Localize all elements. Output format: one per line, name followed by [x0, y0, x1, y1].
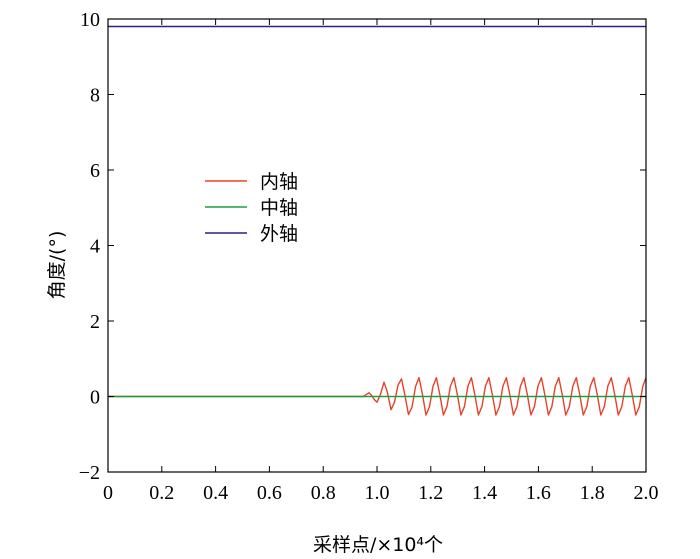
- x-tick-label: 0.6: [257, 482, 282, 504]
- x-tick-label: 0.2: [149, 482, 174, 504]
- plot-lines: [108, 25, 647, 416]
- y-tick-label: −2: [79, 462, 100, 484]
- x-tick-label: 0.8: [311, 482, 336, 504]
- x-tick-label: 1.4: [472, 482, 497, 504]
- plot-frame: [107, 18, 647, 473]
- legend-label: 外轴: [260, 223, 298, 245]
- x-tick-label: 1.6: [526, 482, 551, 504]
- x-tick-label: 1.2: [418, 482, 443, 504]
- x-axis-title: 采样点/×10⁴个: [313, 534, 443, 556]
- y-tick-label: 0: [90, 387, 100, 409]
- y-axis-title: 角度/(°): [46, 231, 68, 300]
- x-tick-label: 0: [103, 482, 113, 504]
- y-axis: −2 0 2 4 6 8 10: [79, 9, 646, 484]
- y-tick-label: 6: [90, 160, 100, 182]
- x-tick-label: 1.0: [365, 482, 390, 504]
- y-tick-label: 10: [80, 9, 100, 31]
- x-tick-label: 2.0: [634, 482, 659, 504]
- x-tick-label: 1.8: [580, 482, 605, 504]
- x-tick-label: 0.4: [203, 482, 228, 504]
- y-tick-label: 8: [90, 85, 100, 107]
- y-tick-label: 4: [90, 236, 100, 258]
- legend-label: 内轴: [260, 171, 298, 193]
- legend-label: 中轴: [260, 197, 298, 219]
- y-tick-label: 2: [90, 311, 100, 333]
- x-axis: 0 0.2 0.4 0.6 0.8 1.0 1.2 1.4 1.6 1.8 2.0: [103, 19, 659, 504]
